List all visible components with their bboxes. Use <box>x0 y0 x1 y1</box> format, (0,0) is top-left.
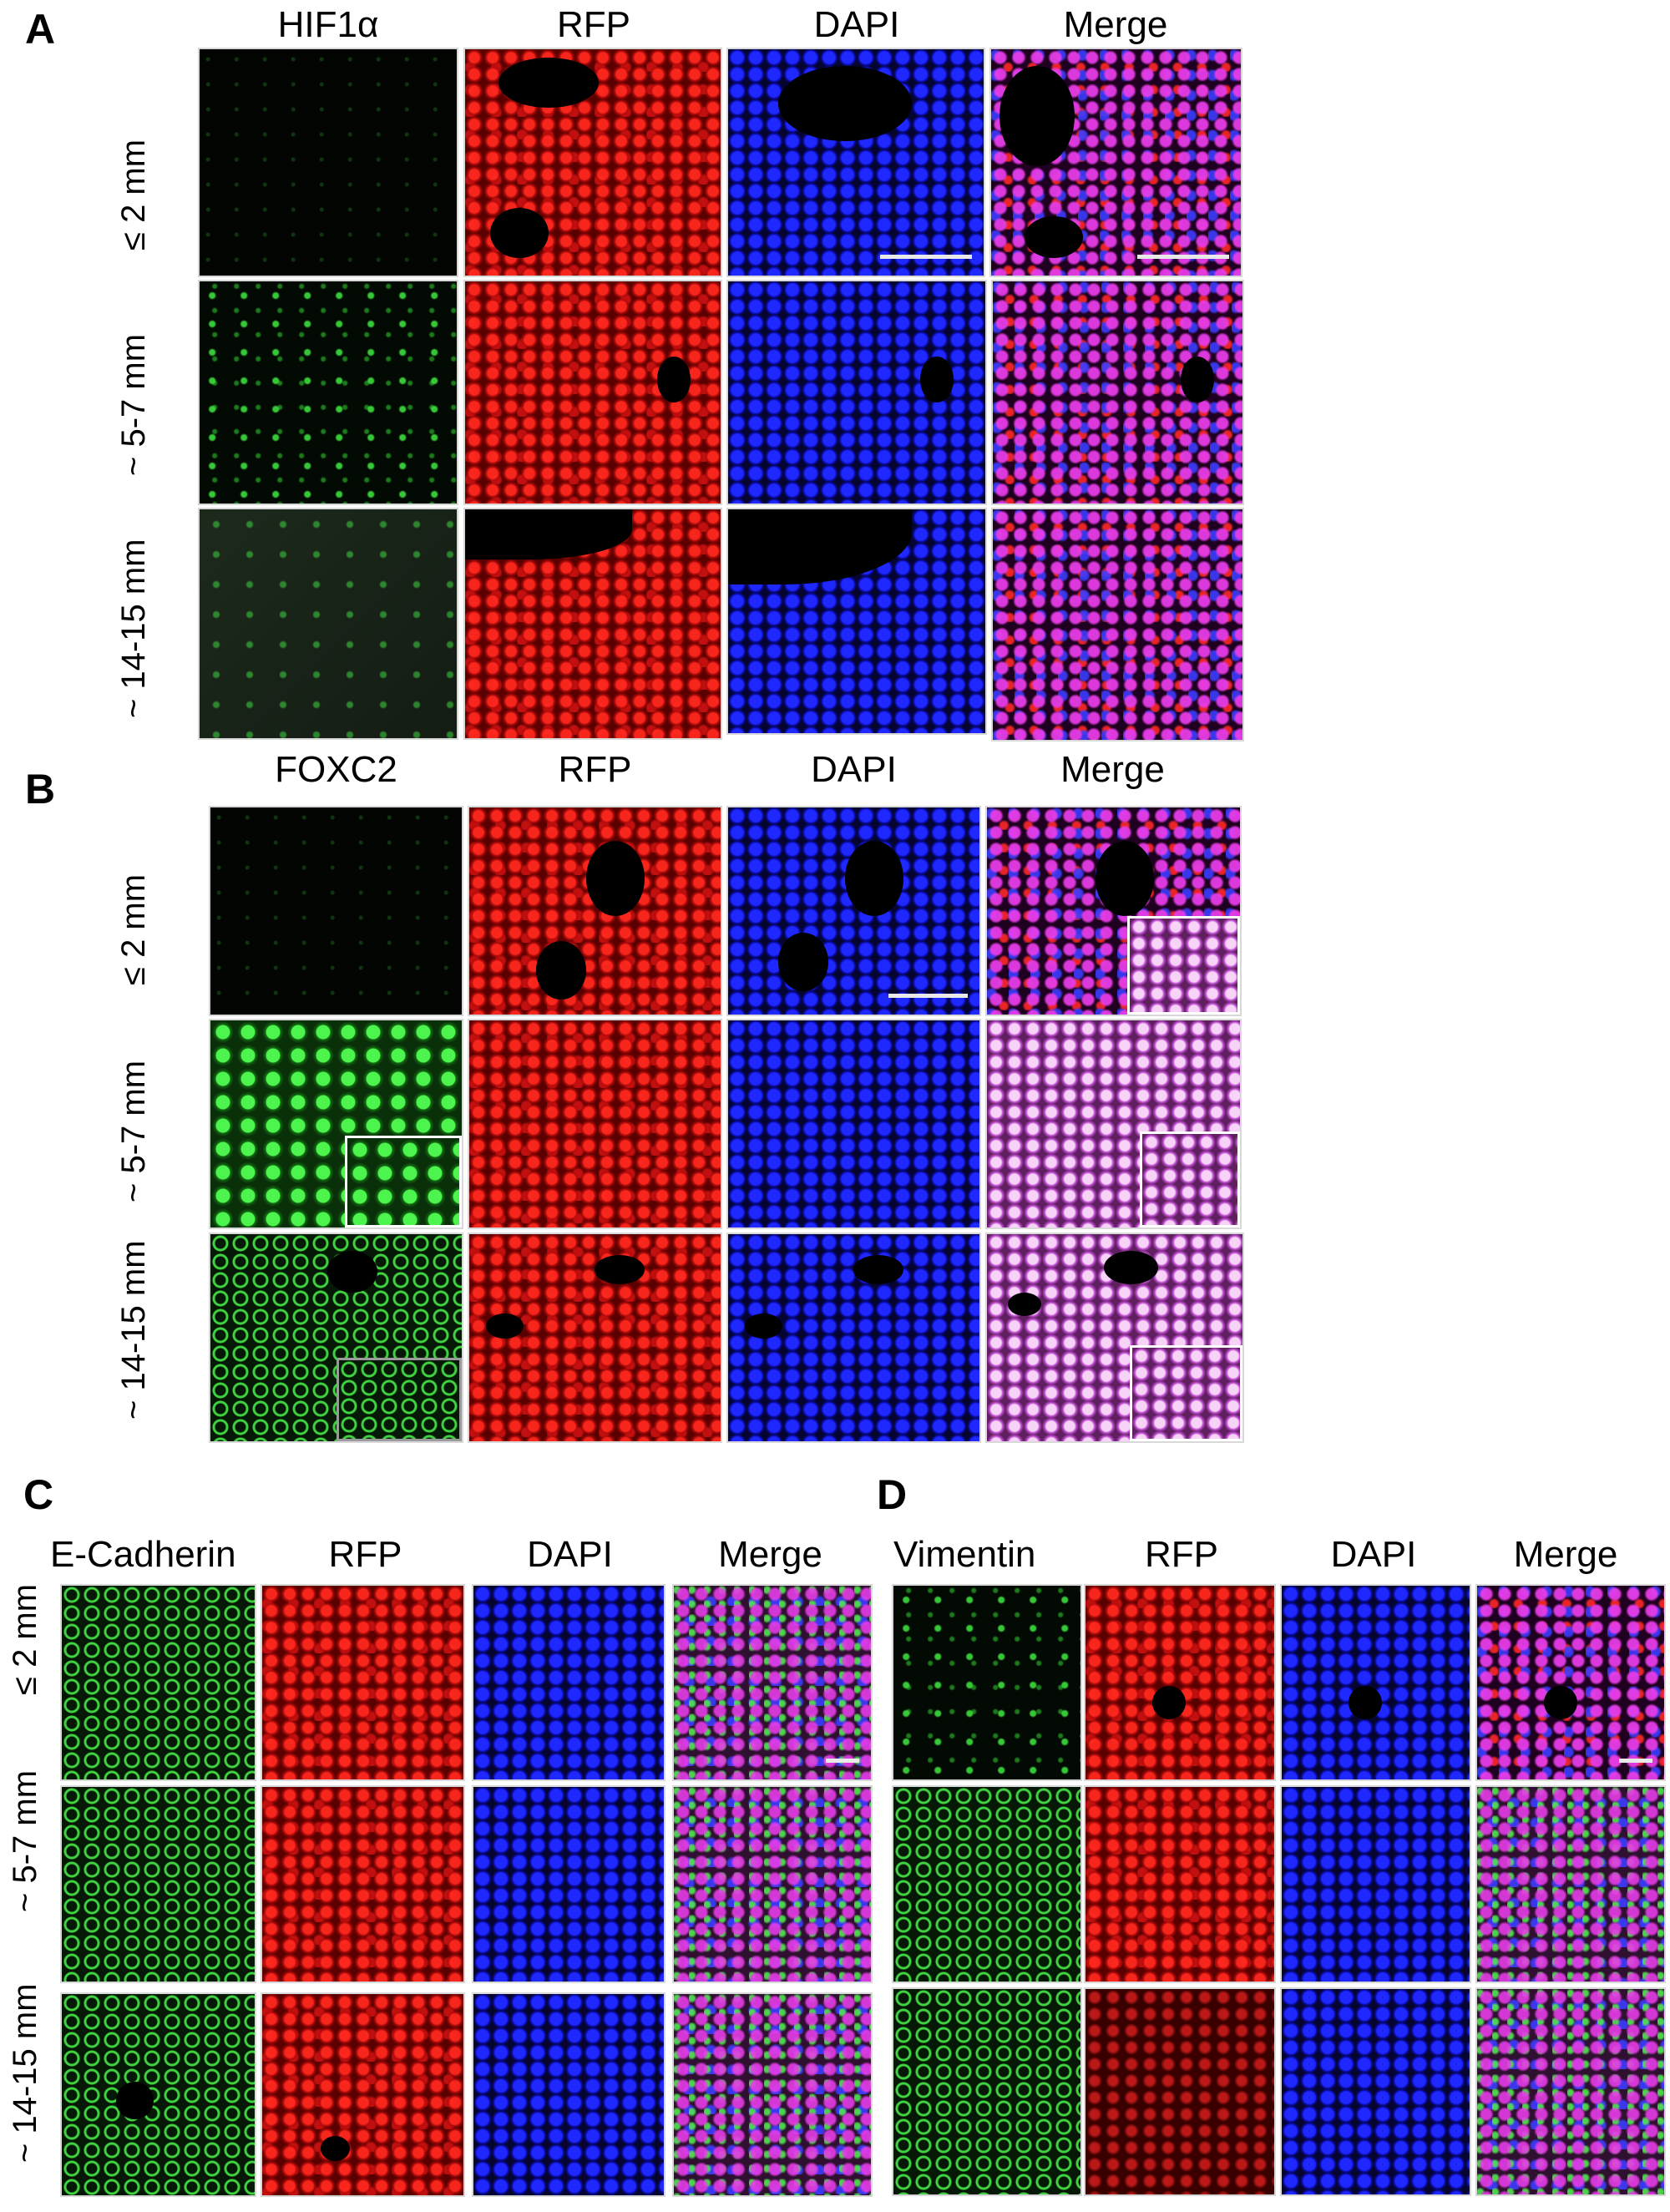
row-label-14-15mm: ~ 14-15 mm <box>115 539 152 718</box>
row-label-14-15mm: ~ 14-15 mm <box>115 1240 152 1420</box>
micrograph-b-foxc2-5-7mm <box>209 1019 463 1229</box>
micrograph-d-merge-14-15mm <box>1475 1987 1666 2196</box>
column-header-merge: Merge <box>718 1534 822 1575</box>
micrograph-a-dapi-5-7mm <box>726 280 987 505</box>
column-header-rfp: RFP <box>557 4 630 45</box>
micrograph-a-merge-5-7mm <box>991 280 1244 505</box>
inset-zoom <box>345 1136 462 1227</box>
micrograph-d-dapi-5-7mm <box>1280 1785 1471 1983</box>
column-header-foxc2: FOXC2 <box>275 749 397 790</box>
column-header-merge: Merge <box>1513 1534 1618 1575</box>
column-header-dapi: DAPI <box>527 1534 613 1575</box>
micrograph-d-rfp-5-7mm <box>1084 1785 1276 1983</box>
panel-letter-c: C <box>23 1471 54 1518</box>
micrograph-b-merge-5-7mm <box>985 1019 1242 1229</box>
micrograph-c-dapi-2mm <box>472 1584 665 1781</box>
micrograph-c-ecadherin-5-7mm <box>60 1785 256 1983</box>
micrograph-d-dapi-2mm <box>1280 1584 1471 1781</box>
column-header-merge: Merge <box>1060 749 1165 790</box>
micrograph-d-rfp-14-15mm <box>1084 1987 1276 2196</box>
micrograph-c-ecadherin-2mm <box>60 1584 256 1781</box>
micrograph-c-rfp-14-15mm <box>261 1992 465 2197</box>
row-label-2mm: ≤ 2 mm <box>7 1583 43 1695</box>
panel-letter-a: A <box>25 6 56 53</box>
panel-letter-d: D <box>877 1471 908 1518</box>
column-header-vimentin: Vimentin <box>893 1534 1036 1575</box>
micrograph-a-rfp-5-7mm <box>463 280 722 505</box>
micrograph-b-rfp-14-15mm <box>468 1233 722 1443</box>
row-label-5-7mm: ~ 5-7 mm <box>115 1060 152 1202</box>
scale-bar <box>1137 255 1229 259</box>
row-label-5-7mm: ~ 5-7 mm <box>115 333 152 476</box>
scale-bar <box>826 1759 859 1763</box>
micrograph-b-dapi-14-15mm <box>726 1233 981 1443</box>
micrograph-a-dapi-2mm <box>726 48 985 277</box>
inset-zoom <box>337 1358 462 1441</box>
micrograph-a-hif1a-2mm <box>198 48 458 277</box>
panel-letter-b: B <box>25 766 56 812</box>
micrograph-b-dapi-2mm <box>726 806 981 1016</box>
inset-zoom <box>1140 1131 1240 1227</box>
micrograph-c-merge-14-15mm <box>672 1992 873 2197</box>
micrograph-c-ecadherin-14-15mm <box>60 1992 256 2197</box>
row-label-2mm: ≤ 2 mm <box>115 873 152 985</box>
micrograph-d-rfp-2mm <box>1084 1584 1276 1781</box>
column-header-dapi: DAPI <box>811 749 897 790</box>
micrograph-b-merge-2mm <box>985 806 1242 1016</box>
column-header-e-cadherin: E-Cadherin <box>50 1534 236 1575</box>
column-header-rfp: RFP <box>1145 1534 1218 1575</box>
row-label-2mm: ≤ 2 mm <box>115 139 152 251</box>
micrograph-a-hif1a-5-7mm <box>198 280 458 505</box>
column-header-merge: Merge <box>1063 4 1168 45</box>
micrograph-b-foxc2-2mm <box>209 806 463 1016</box>
micrograph-c-merge-2mm <box>672 1584 873 1781</box>
micrograph-c-merge-5-7mm <box>672 1785 873 1983</box>
column-header-hif1a: HIF1α <box>277 4 379 45</box>
column-header-dapi: DAPI <box>1330 1534 1417 1575</box>
scale-bar <box>888 994 968 998</box>
micrograph-c-rfp-5-7mm <box>261 1785 465 1983</box>
micrograph-a-rfp-14-15mm <box>463 508 722 740</box>
scale-bar <box>1619 1759 1652 1763</box>
micrograph-d-vimentin-2mm <box>892 1584 1082 1781</box>
micrograph-b-dapi-5-7mm <box>726 1019 981 1229</box>
micrograph-c-dapi-5-7mm <box>472 1785 665 1983</box>
micrograph-d-merge-5-7mm <box>1475 1785 1666 1983</box>
micrograph-a-hif1a-14-15mm <box>198 508 458 740</box>
scale-bar <box>880 255 972 259</box>
column-header-dapi: DAPI <box>813 4 900 45</box>
micrograph-b-merge-14-15mm <box>985 1233 1244 1443</box>
micrograph-a-merge-14-15mm <box>991 508 1244 742</box>
micrograph-a-merge-2mm <box>989 48 1242 277</box>
inset-zoom <box>1127 916 1240 1015</box>
micrograph-c-rfp-2mm <box>261 1584 465 1781</box>
row-label-5-7mm: ~ 5-7 mm <box>7 1769 43 1912</box>
micrograph-d-vimentin-14-15mm <box>892 1987 1082 2196</box>
inset-zoom <box>1130 1345 1242 1441</box>
micrograph-b-foxc2-14-15mm <box>209 1233 463 1443</box>
column-header-rfp: RFP <box>328 1534 402 1575</box>
micrograph-b-rfp-5-7mm <box>468 1019 722 1229</box>
micrograph-d-dapi-14-15mm <box>1280 1987 1471 2196</box>
micrograph-a-rfp-2mm <box>463 48 722 277</box>
column-header-rfp: RFP <box>558 749 632 790</box>
micrograph-d-merge-2mm <box>1475 1584 1666 1781</box>
micrograph-d-vimentin-5-7mm <box>892 1785 1082 1983</box>
row-label-14-15mm: ~ 14-15 mm <box>7 1983 43 2163</box>
micrograph-a-dapi-14-15mm <box>726 508 987 735</box>
micrograph-b-rfp-2mm <box>468 806 722 1016</box>
micrograph-c-dapi-14-15mm <box>472 1992 665 2197</box>
